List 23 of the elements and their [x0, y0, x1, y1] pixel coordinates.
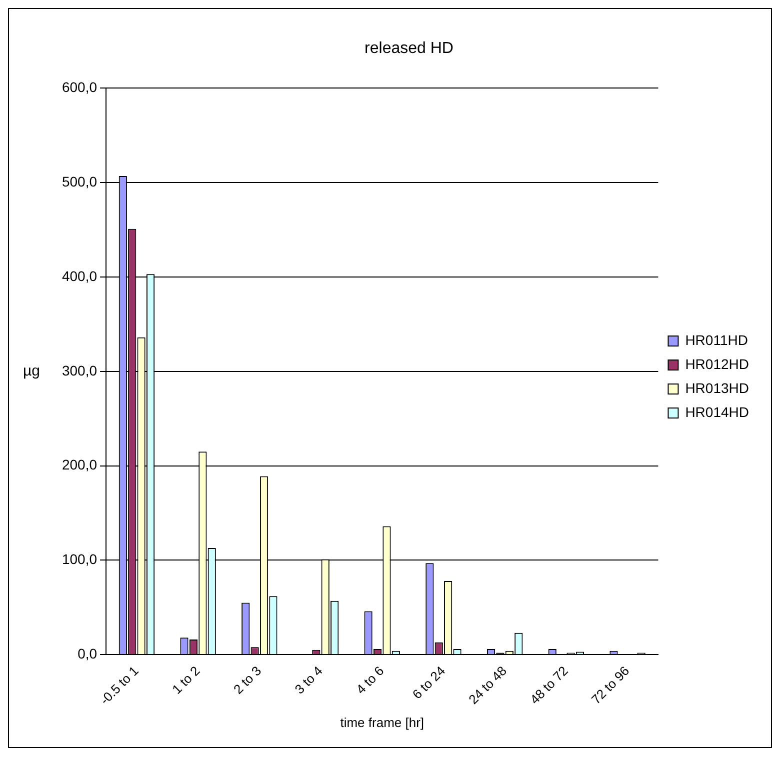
x-tick-label: 2 to 3 — [230, 663, 264, 697]
legend-label: HR013HD — [685, 380, 750, 396]
y-tick-label: 300,0 — [62, 362, 98, 378]
legend-label: HR014HD — [685, 404, 750, 420]
y-tick-label: 200,0 — [62, 456, 98, 473]
x-tick-label: 1 to 2 — [169, 663, 203, 697]
x-tick-label: 3 to 4 — [292, 663, 326, 697]
x-tick-label: -0.5 to 1 — [97, 663, 142, 708]
chart-title: released HD — [364, 40, 454, 58]
x-tick-label: 72 to 96 — [588, 663, 632, 708]
legend-label: HR011HD — [685, 332, 748, 348]
y-tick-label: 100,0 — [62, 551, 98, 568]
y-tick-label: 500,0 — [62, 173, 98, 190]
y-tick-label: 400,0 — [62, 268, 98, 284]
x-axis-title: time frame [hr] — [340, 714, 424, 730]
y-tick-label: 0,0 — [78, 646, 98, 662]
y-axis-title: µg — [23, 362, 40, 380]
x-tick-label: 24 to 48 — [466, 663, 510, 708]
y-tick-label: 600,0 — [62, 79, 98, 96]
x-tick-label: 48 to 72 — [526, 663, 571, 708]
x-tick-label: 6 to 24 — [409, 663, 448, 702]
x-tick-label: 4 to 6 — [353, 663, 387, 697]
legend-label: HR012HD — [685, 356, 750, 372]
